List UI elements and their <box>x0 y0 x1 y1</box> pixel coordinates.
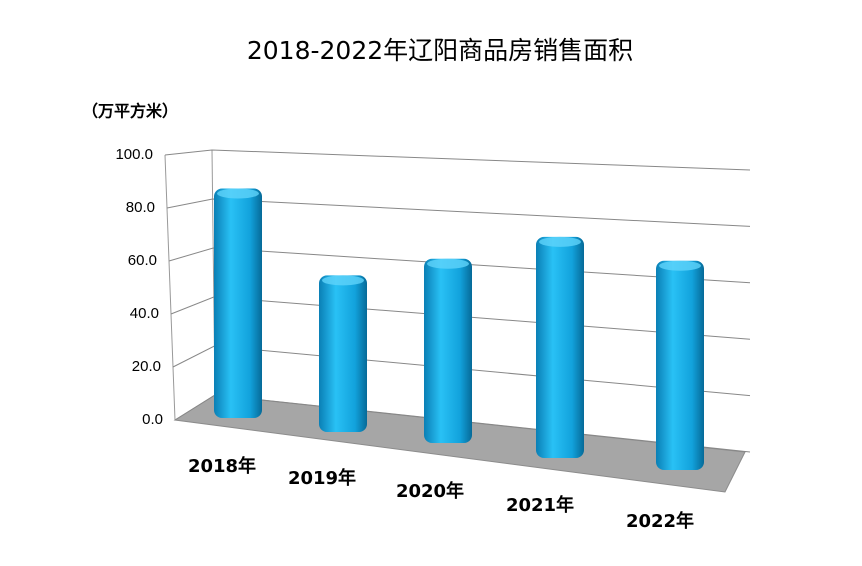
bar-top <box>427 258 469 269</box>
bar-top <box>217 188 259 199</box>
grid-line <box>166 198 751 227</box>
bar <box>424 258 472 443</box>
y-tick-label: 100.0 <box>115 146 153 163</box>
bar-top <box>659 260 701 271</box>
bar-top <box>322 275 364 286</box>
bar <box>656 260 704 470</box>
y-axis <box>164 154 176 421</box>
y-tick-label: 40.0 <box>130 305 159 322</box>
y-tick-label: 80.0 <box>126 199 155 216</box>
chart-title: 2018-2022年辽阳商品房销售面积 <box>247 36 633 65</box>
y-axis-label: （万平方米） <box>82 102 178 121</box>
y-tick-label: 60.0 <box>128 252 157 269</box>
bar <box>319 275 367 432</box>
y-tick-label: 0.0 <box>142 411 163 428</box>
bar <box>214 188 262 418</box>
grid-line <box>164 149 751 171</box>
x-tick-label: 2020年 <box>396 480 464 502</box>
bar <box>536 236 584 458</box>
x-tick-label: 2019年 <box>288 467 356 489</box>
bar-top <box>539 236 581 247</box>
x-tick-label: 2022年 <box>626 510 694 532</box>
x-tick-label: 2018年 <box>188 455 256 477</box>
y-tick-label: 20.0 <box>132 358 161 375</box>
x-tick-label: 2021年 <box>506 494 574 516</box>
